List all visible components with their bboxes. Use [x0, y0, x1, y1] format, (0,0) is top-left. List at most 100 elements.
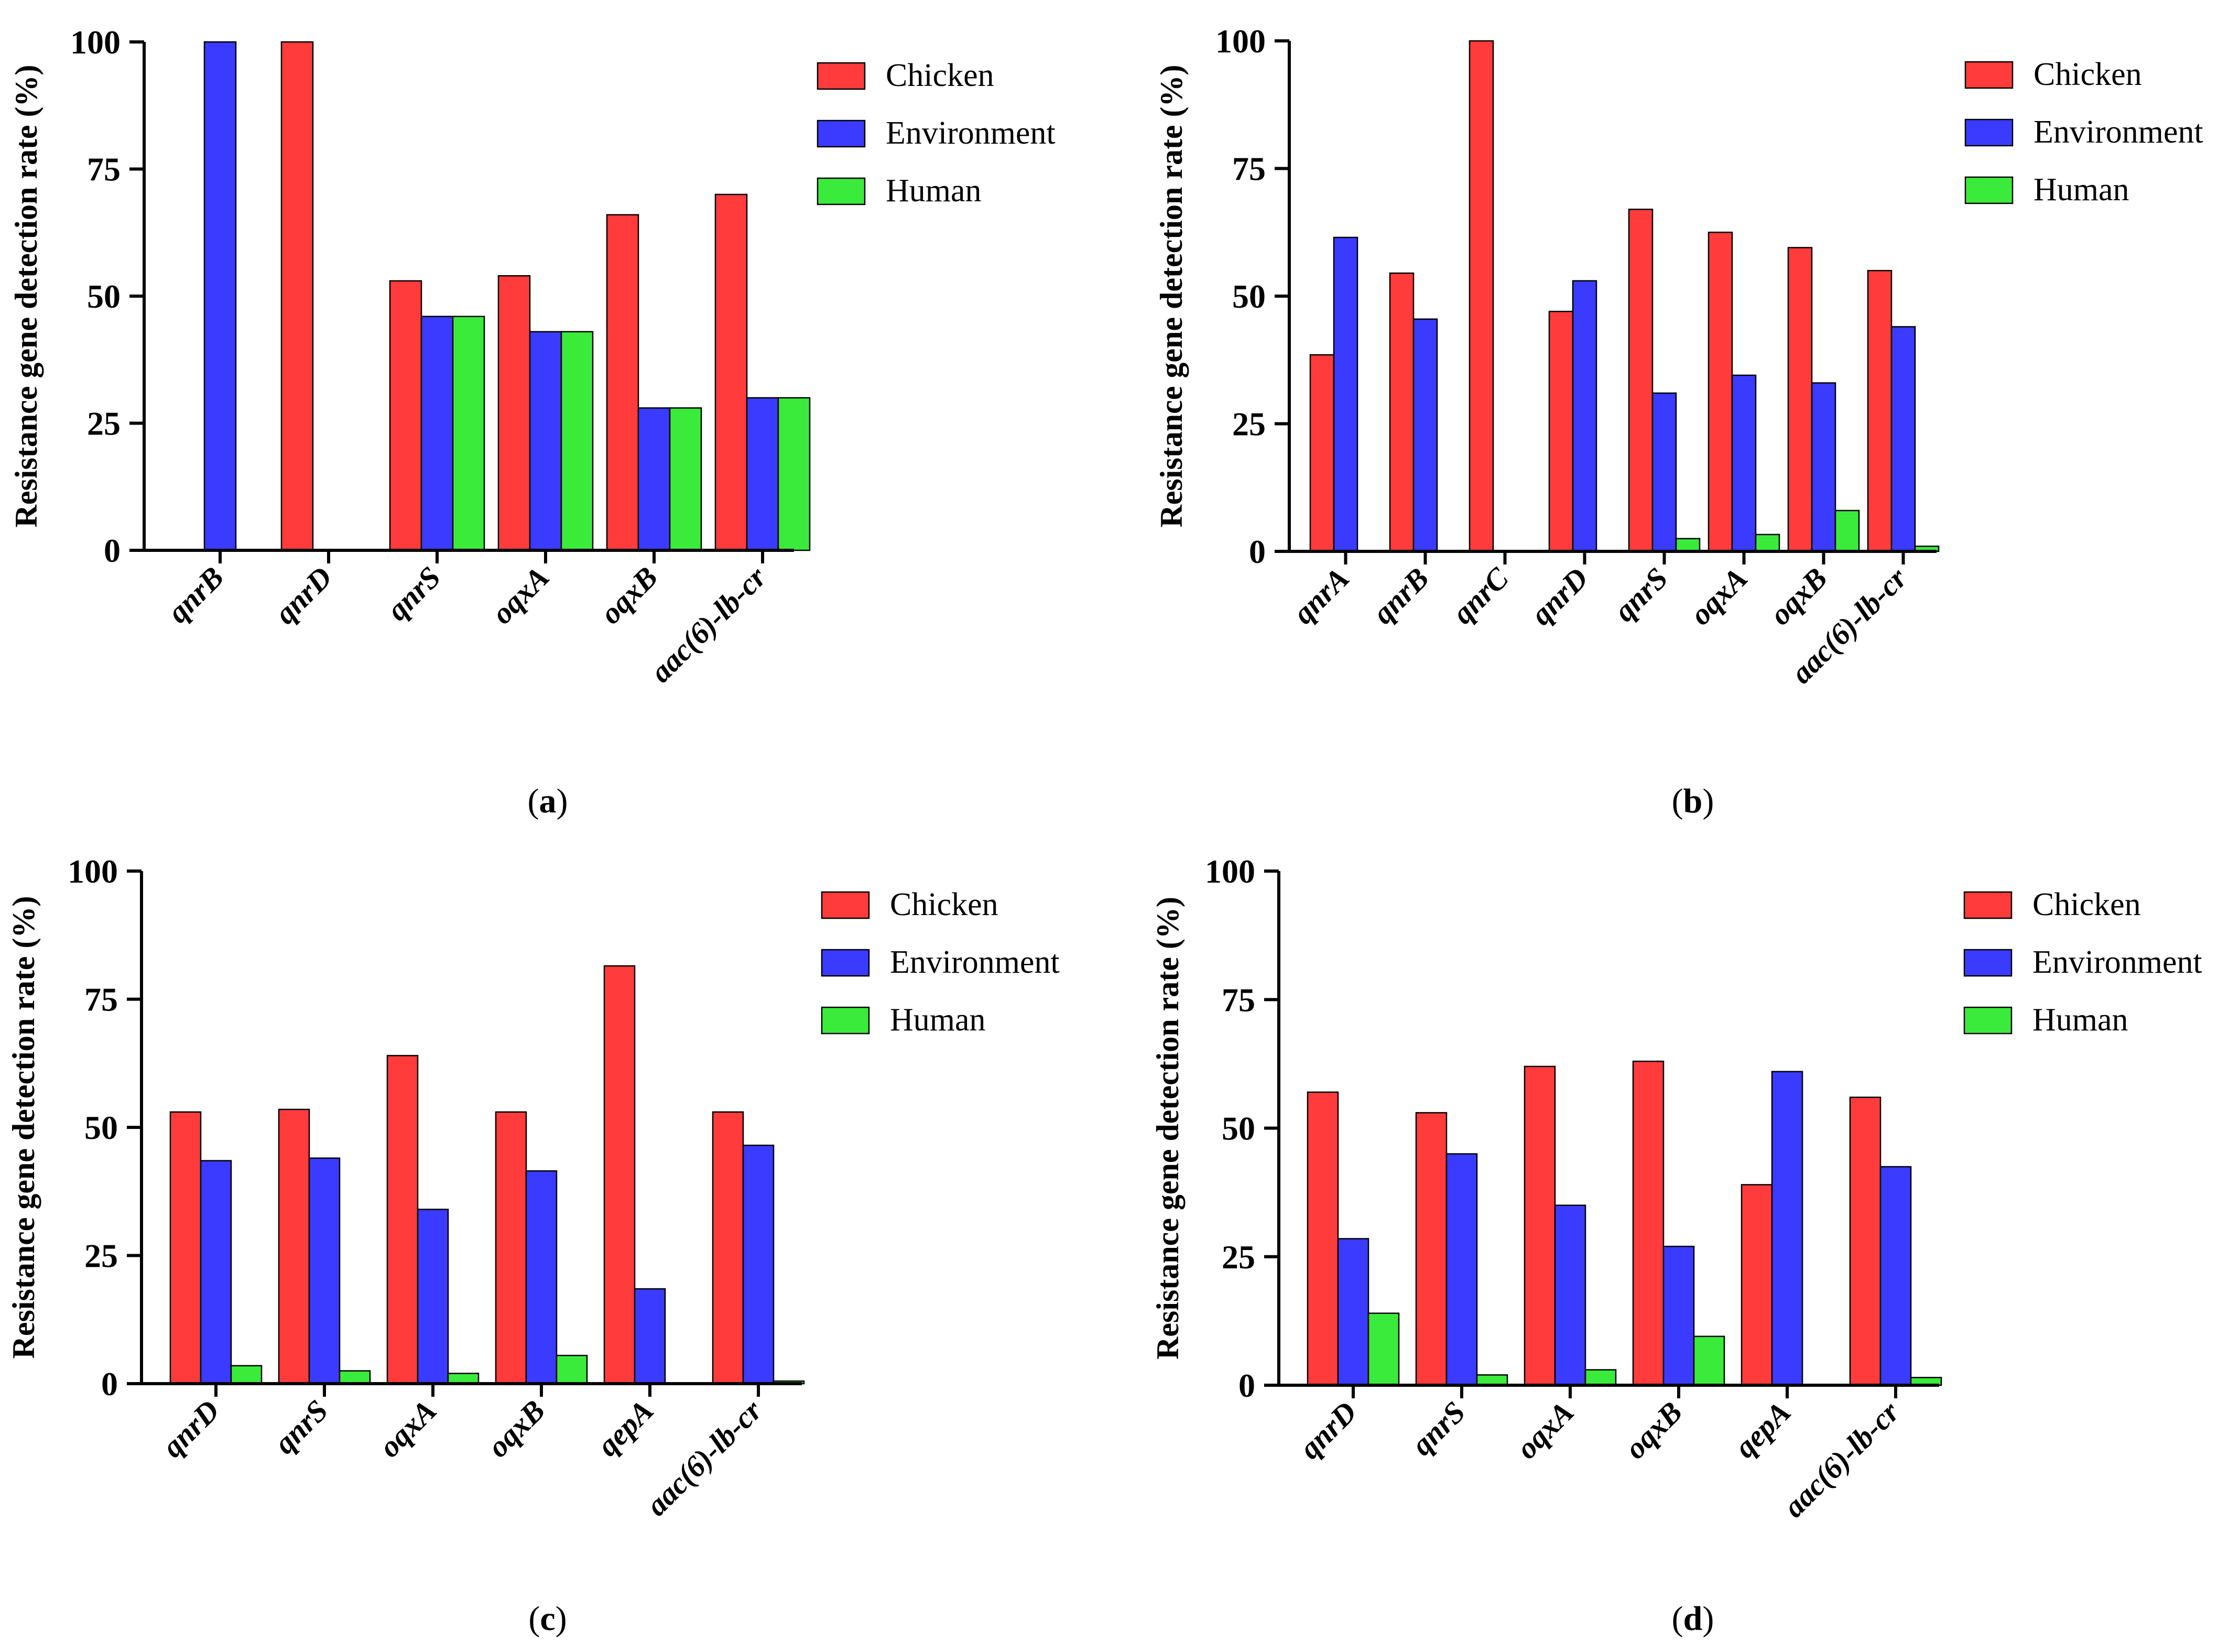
x-tick-label-aac-6-lb-cr: aac(6)-lb-cr	[644, 560, 773, 689]
caption-letter: a	[539, 782, 557, 820]
bar-b-qnrd-chicken	[1548, 310, 1574, 552]
y-tick-label: 100	[68, 853, 118, 890]
x-tick-label-oqxb: oqxB	[1618, 1395, 1689, 1465]
x-tick-label-qnrs: qnrS	[1405, 1395, 1472, 1462]
x-tick-label-oqxb: oqxB	[1763, 561, 1834, 632]
x-tick-label-qnrd: qnrD	[1292, 1395, 1363, 1465]
x-tick-label-qnrs: qnrS	[267, 1393, 334, 1460]
y-tick-label: 100	[70, 24, 121, 61]
bar-c-aac-6-lb-cr-chicken	[712, 1111, 744, 1385]
y-tick-label: 50	[1232, 278, 1266, 315]
bar-d-qnrd-environment	[1337, 1238, 1369, 1386]
y-tick-label: 75	[1222, 981, 1255, 1018]
bar-a-aac-6-lb-cr-environment	[746, 397, 779, 551]
caption-paren-close: )	[557, 782, 568, 820]
bar-b-oqxa-environment	[1731, 374, 1757, 552]
legend-label-chicken: Chicken	[2032, 887, 2141, 922]
y-tick-label: 25	[1232, 406, 1266, 443]
legend-swatch-human	[1963, 1006, 2013, 1035]
bar-b-aac-6-lb-cr-chicken	[1867, 270, 1893, 552]
y-axis-label: Resistance gene detection rate (%)	[9, 64, 44, 527]
legend-swatch-chicken	[817, 62, 866, 90]
y-tick-label: 75	[84, 981, 118, 1018]
y-tick-label: 50	[84, 1109, 118, 1146]
panel-c: 0 25 50 75 100 qnrD qnrS oqxA oqxB qepAaac(6)-lb-…	[6, 853, 1060, 1638]
x-tick-label-qnrd: qnrD	[1524, 561, 1595, 632]
y-tick-label: 75	[1232, 150, 1266, 188]
bar-c-oqxa-chicken	[386, 1055, 419, 1385]
x-tick-label-oqxa: oqxA	[1683, 561, 1754, 632]
panel-caption: (a)	[528, 782, 568, 820]
bar-b-qnrs-chicken	[1628, 209, 1654, 552]
x-tick-label-qnrd: qnrD	[155, 1393, 226, 1464]
bar-b-qnra-chicken	[1309, 354, 1335, 552]
bar-b-qnrs-environment	[1651, 392, 1677, 552]
legend-swatch-environment	[1963, 949, 2013, 977]
x-tick-label-aac-6-lb-cr: aac(6)-lb-cr	[639, 1393, 769, 1523]
y-tick-label: 75	[87, 151, 121, 188]
bar-b-qnrb-chicken	[1389, 272, 1415, 552]
x-tick-label-oqxa: oqxA	[1509, 1395, 1580, 1465]
bar-a-qnrs-chicken	[389, 280, 422, 551]
y-axis-label: Resistance gene detection rate (%)	[1150, 897, 1185, 1360]
bar-c-oqxb-chicken	[495, 1111, 527, 1385]
x-tick-label-qnrc: qnrC	[1445, 560, 1516, 631]
legend-swatch-chicken	[1963, 891, 2013, 919]
bar-c-oqxb-human	[556, 1354, 588, 1385]
x-tick-label-oqxb: oqxB	[593, 560, 664, 631]
bar-d-qnrs-environment	[1445, 1153, 1478, 1386]
bar-b-qnra-environment	[1333, 236, 1358, 552]
bar-b-qnrb-environment	[1412, 318, 1438, 552]
legend-swatch-chicken	[1964, 61, 2014, 89]
bar-d-qnrs-chicken	[1415, 1112, 1448, 1386]
caption-paren-open: (	[1672, 782, 1683, 820]
bar-c-qnrs-human	[339, 1370, 371, 1385]
bar-a-aac-6-lb-cr-chicken	[714, 193, 748, 551]
bar-a-oqxb-environment	[637, 407, 671, 551]
bar-d-oqxa-environment	[1554, 1204, 1586, 1386]
y-axis-label: Resistance gene detection rate (%)	[6, 896, 41, 1358]
y-tick-label: 50	[87, 278, 121, 315]
legend: Chicken Environment Human	[817, 58, 1056, 209]
legend-swatch-environment	[1964, 118, 2014, 147]
caption-paren-open: (	[1672, 1600, 1683, 1638]
legend-label-human: Human	[886, 173, 982, 209]
y-tick-label: 0	[104, 532, 121, 569]
legend-label-chicken: Chicken	[2034, 57, 2142, 92]
caption-paren-close: )	[556, 1600, 567, 1638]
bar-b-aac-6-lb-cr-environment	[1890, 326, 1916, 552]
caption-paren-open: (	[528, 1600, 540, 1638]
bar-d-oqxa-human	[1584, 1369, 1617, 1386]
panel-caption: (d)	[1672, 1600, 1714, 1638]
y-tick-label: 25	[87, 405, 121, 442]
bar-a-aac-6-lb-cr-human	[777, 397, 811, 551]
legend-swatch-environment	[817, 119, 866, 148]
bar-d-qepa-environment	[1771, 1071, 1803, 1386]
legend-label-human: Human	[890, 1002, 986, 1038]
bar-d-qnrd-chicken	[1307, 1091, 1339, 1386]
legend-label-human: Human	[2034, 172, 2129, 208]
legend: Chicken Environment Human	[1963, 887, 2202, 1038]
bar-d-aac-6-lb-cr-chicken	[1849, 1096, 1882, 1386]
x-tick-label-qnrs: qnrS	[380, 560, 447, 627]
bar-a-qnrs-environment	[420, 316, 454, 551]
bar-a-oqxb-human	[669, 407, 702, 551]
legend-label-chicken: Chicken	[886, 58, 994, 93]
bar-d-qnrd-human	[1367, 1312, 1400, 1386]
bar-a-oqxa-chicken	[497, 275, 531, 551]
y-tick-label: 0	[1249, 533, 1266, 570]
y-tick-label: 25	[1222, 1238, 1255, 1276]
caption-letter: b	[1683, 782, 1703, 820]
panel-d: 0 25 50 75 100 qnrD qnrS oqxA oqxB qepAaac(6)-lb-…	[1150, 853, 2202, 1638]
bar-d-qepa-chicken	[1741, 1184, 1773, 1386]
legend-swatch-environment	[821, 949, 870, 977]
caption-letter: c	[540, 1600, 555, 1638]
x-tick-label-aac-6-lb-cr: aac(6)-lb-cr	[1777, 1395, 1906, 1524]
legend-swatch-human	[1964, 176, 2014, 204]
bar-c-oqxa-environment	[417, 1209, 449, 1385]
bar-d-oqxb-chicken	[1632, 1060, 1665, 1386]
bar-b-qnrs-human	[1675, 538, 1701, 552]
x-tick-label-qnrs: qnrS	[1607, 561, 1674, 628]
x-tick-label-oqxb: oqxB	[481, 1393, 551, 1464]
bar-c-oqxb-environment	[525, 1170, 558, 1385]
